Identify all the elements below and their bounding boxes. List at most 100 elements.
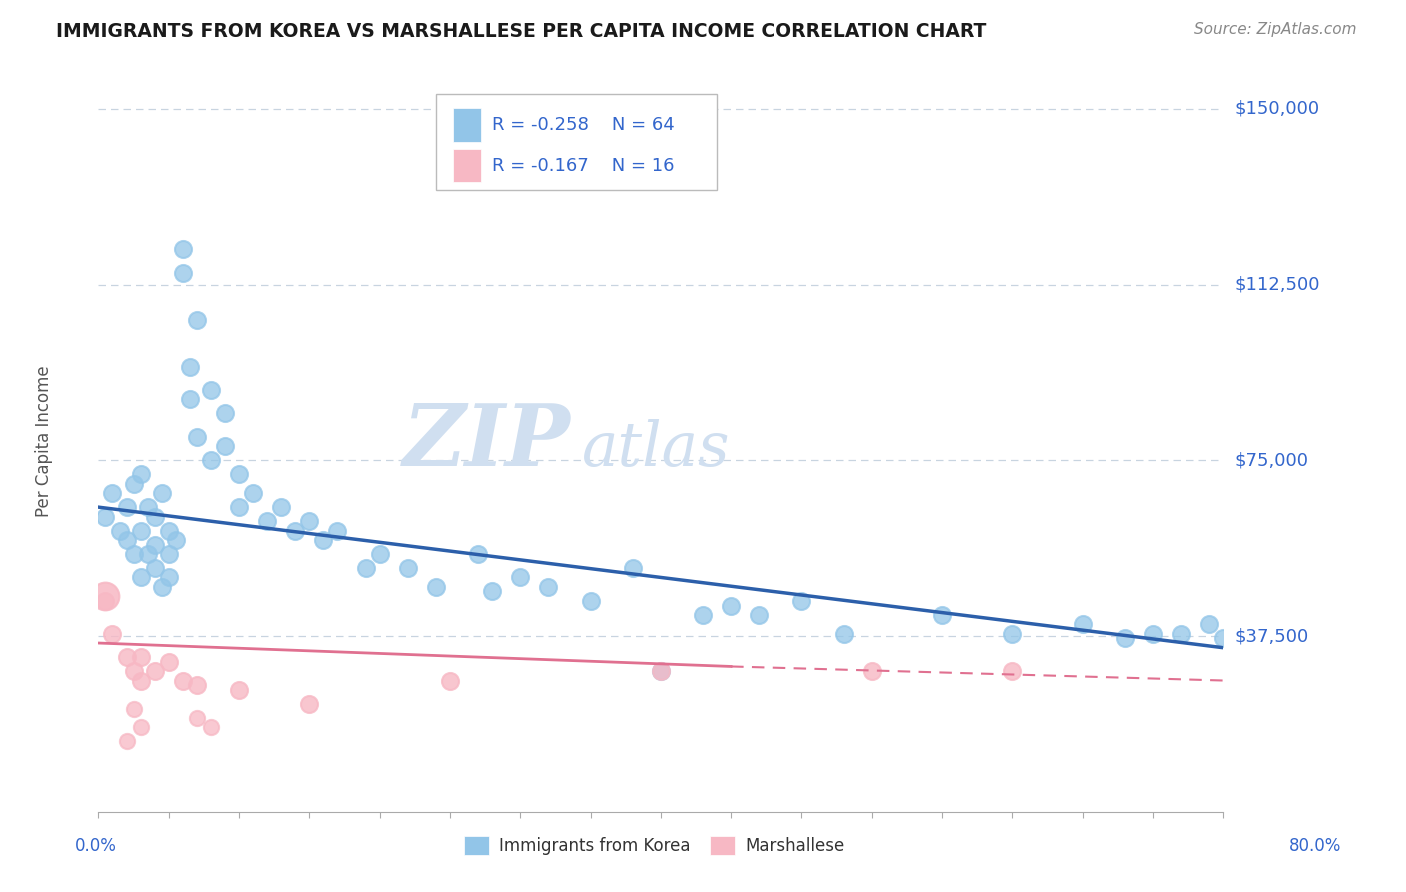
Point (720, 599, 742, 613)
Point (129, 524, 152, 538)
Text: ZIP: ZIP (404, 400, 571, 483)
Point (228, 467, 250, 482)
Point (298, 697, 321, 711)
Point (94, 594, 117, 608)
Point (157, 570, 180, 584)
Point (94, 509, 117, 524)
Point (228, 500, 250, 515)
Point (115, 650, 138, 665)
Point (537, 580, 560, 594)
Point (150, 580, 173, 594)
Point (186, 678, 208, 692)
Point (650, 664, 672, 678)
Point (214, 439, 236, 453)
Point (157, 547, 180, 561)
Point (1198, 617, 1220, 632)
Point (122, 701, 145, 715)
Text: Per Capita Income: Per Capita Income (35, 366, 53, 517)
Point (396, 561, 419, 575)
Point (1212, 632, 1234, 646)
Point (326, 524, 349, 538)
Point (143, 509, 166, 524)
Point (129, 720, 152, 734)
Point (832, 626, 855, 640)
Point (256, 514, 278, 528)
Point (129, 570, 152, 584)
Point (136, 500, 159, 515)
Point (122, 547, 145, 561)
Text: 80.0%: 80.0% (1288, 837, 1341, 855)
Point (157, 655, 180, 669)
Text: $150,000: $150,000 (1234, 100, 1320, 118)
Point (354, 561, 377, 575)
Point (214, 406, 236, 420)
Point (200, 383, 222, 397)
Point (579, 594, 602, 608)
Point (1114, 632, 1136, 646)
Point (509, 570, 531, 584)
Point (860, 664, 883, 678)
Point (101, 486, 124, 500)
Point (200, 720, 222, 734)
Point (1071, 617, 1094, 632)
Point (94, 589, 117, 603)
Point (228, 682, 250, 697)
Point (1170, 626, 1192, 640)
Point (284, 524, 307, 538)
Point (115, 734, 138, 748)
Point (467, 547, 489, 561)
Point (790, 594, 813, 608)
Point (129, 467, 152, 482)
Point (136, 547, 159, 561)
Point (172, 266, 194, 280)
Point (186, 430, 208, 444)
Point (172, 243, 194, 257)
Point (481, 584, 503, 599)
Point (143, 561, 166, 575)
Text: R = -0.258    N = 64: R = -0.258 N = 64 (492, 117, 675, 135)
FancyBboxPatch shape (436, 94, 717, 190)
Text: R = -0.167    N = 16: R = -0.167 N = 16 (492, 157, 675, 175)
Point (650, 664, 672, 678)
Text: Source: ZipAtlas.com: Source: ZipAtlas.com (1194, 22, 1357, 37)
Point (129, 650, 152, 665)
Point (150, 486, 173, 500)
Point (1142, 626, 1164, 640)
Point (200, 453, 222, 467)
Point (179, 359, 201, 374)
Point (122, 476, 145, 491)
Point (692, 607, 714, 622)
Point (122, 664, 145, 678)
Point (143, 664, 166, 678)
Text: IMMIGRANTS FROM KOREA VS MARSHALLESE PER CAPITA INCOME CORRELATION CHART: IMMIGRANTS FROM KOREA VS MARSHALLESE PER… (56, 22, 987, 41)
Point (179, 392, 201, 407)
Point (115, 500, 138, 515)
Text: 0.0%: 0.0% (75, 837, 117, 855)
Point (101, 626, 124, 640)
Text: $75,000: $75,000 (1234, 451, 1309, 469)
Point (298, 514, 321, 528)
Point (143, 538, 166, 552)
Point (368, 547, 391, 561)
Text: atlas: atlas (582, 419, 731, 479)
Text: Immigrants from Korea: Immigrants from Korea (499, 837, 690, 855)
Point (312, 533, 335, 547)
Point (186, 312, 208, 326)
Point (748, 607, 770, 622)
Point (621, 561, 644, 575)
Point (1001, 664, 1024, 678)
Point (1001, 626, 1024, 640)
Point (439, 673, 461, 688)
Text: $37,500: $37,500 (1234, 627, 1309, 645)
Point (186, 711, 208, 725)
Point (172, 673, 194, 688)
Bar (453, 149, 481, 183)
Text: Marshallese: Marshallese (745, 837, 845, 855)
Point (242, 486, 264, 500)
Point (165, 533, 187, 547)
Point (931, 607, 953, 622)
Text: $112,500: $112,500 (1234, 276, 1320, 293)
Point (115, 533, 138, 547)
Bar (453, 109, 481, 142)
Point (157, 524, 180, 538)
